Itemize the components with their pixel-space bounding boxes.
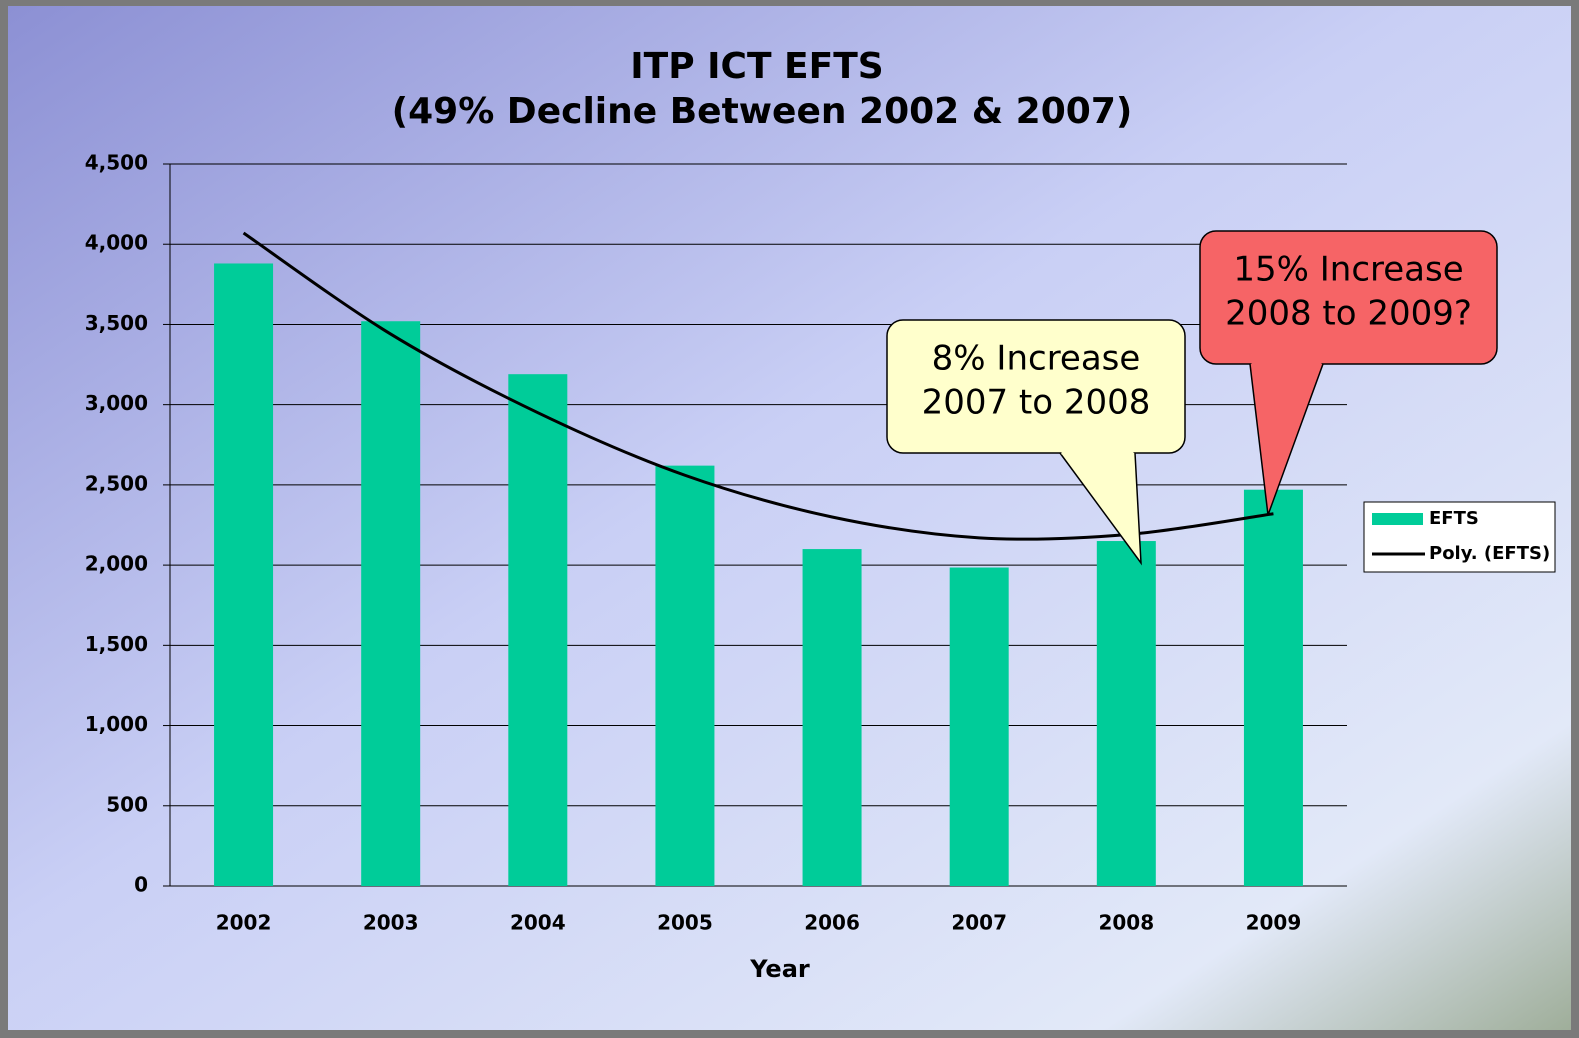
y-tick-label: 4,500 (85, 151, 148, 175)
y-tick-label: 4,000 (85, 231, 148, 255)
x-tick-label: 2003 (363, 911, 419, 935)
y-tick-label: 3,500 (85, 311, 148, 335)
callout-tail (1249, 363, 1324, 516)
y-tick-label: 1,500 (85, 632, 148, 656)
legend-label: EFTS (1429, 508, 1479, 529)
x-tick-label: 2005 (657, 911, 713, 935)
callout-text: 2007 to 2008 (922, 383, 1151, 423)
bar (508, 374, 568, 886)
callout-text: 2008 to 2009? (1225, 294, 1472, 334)
bar (361, 321, 421, 886)
bar (1243, 489, 1303, 886)
callout-text: 8% Increase (932, 339, 1141, 379)
y-tick-label: 3,000 (85, 391, 148, 415)
bar (1096, 541, 1156, 886)
chart-subtitle: (49% Decline Between 2002 & 2007) (392, 91, 1133, 132)
chart-title: ITP ICT EFTS (630, 46, 883, 87)
callout-text: 15% Increase (1233, 250, 1463, 290)
x-tick-label: 2002 (216, 911, 272, 935)
y-tick-label: 0 (134, 873, 148, 897)
bar (655, 465, 715, 886)
x-tick-label: 2006 (804, 911, 860, 935)
callout-tail (1059, 452, 1142, 566)
y-tick-label: 1,000 (85, 712, 148, 736)
bar (214, 263, 274, 886)
trend-line (242, 231, 1274, 541)
x-tick-label: 2009 (1246, 911, 1302, 935)
y-tick-label: 500 (106, 792, 148, 816)
callout-box (886, 319, 1186, 454)
y-tick-label: 2,000 (85, 552, 148, 576)
x-tick-label: 2007 (951, 911, 1007, 935)
x-tick-label: 2008 (1098, 911, 1154, 935)
bar (949, 567, 1009, 886)
legend-swatch (1372, 513, 1423, 525)
x-tick-label: 2004 (510, 911, 566, 935)
y-tick-label: 2,500 (85, 471, 148, 495)
legend-label: Poly. (EFTS) (1429, 543, 1550, 564)
x-axis-label: Year (749, 955, 810, 983)
bar (802, 549, 862, 886)
callout-box (1199, 230, 1498, 365)
